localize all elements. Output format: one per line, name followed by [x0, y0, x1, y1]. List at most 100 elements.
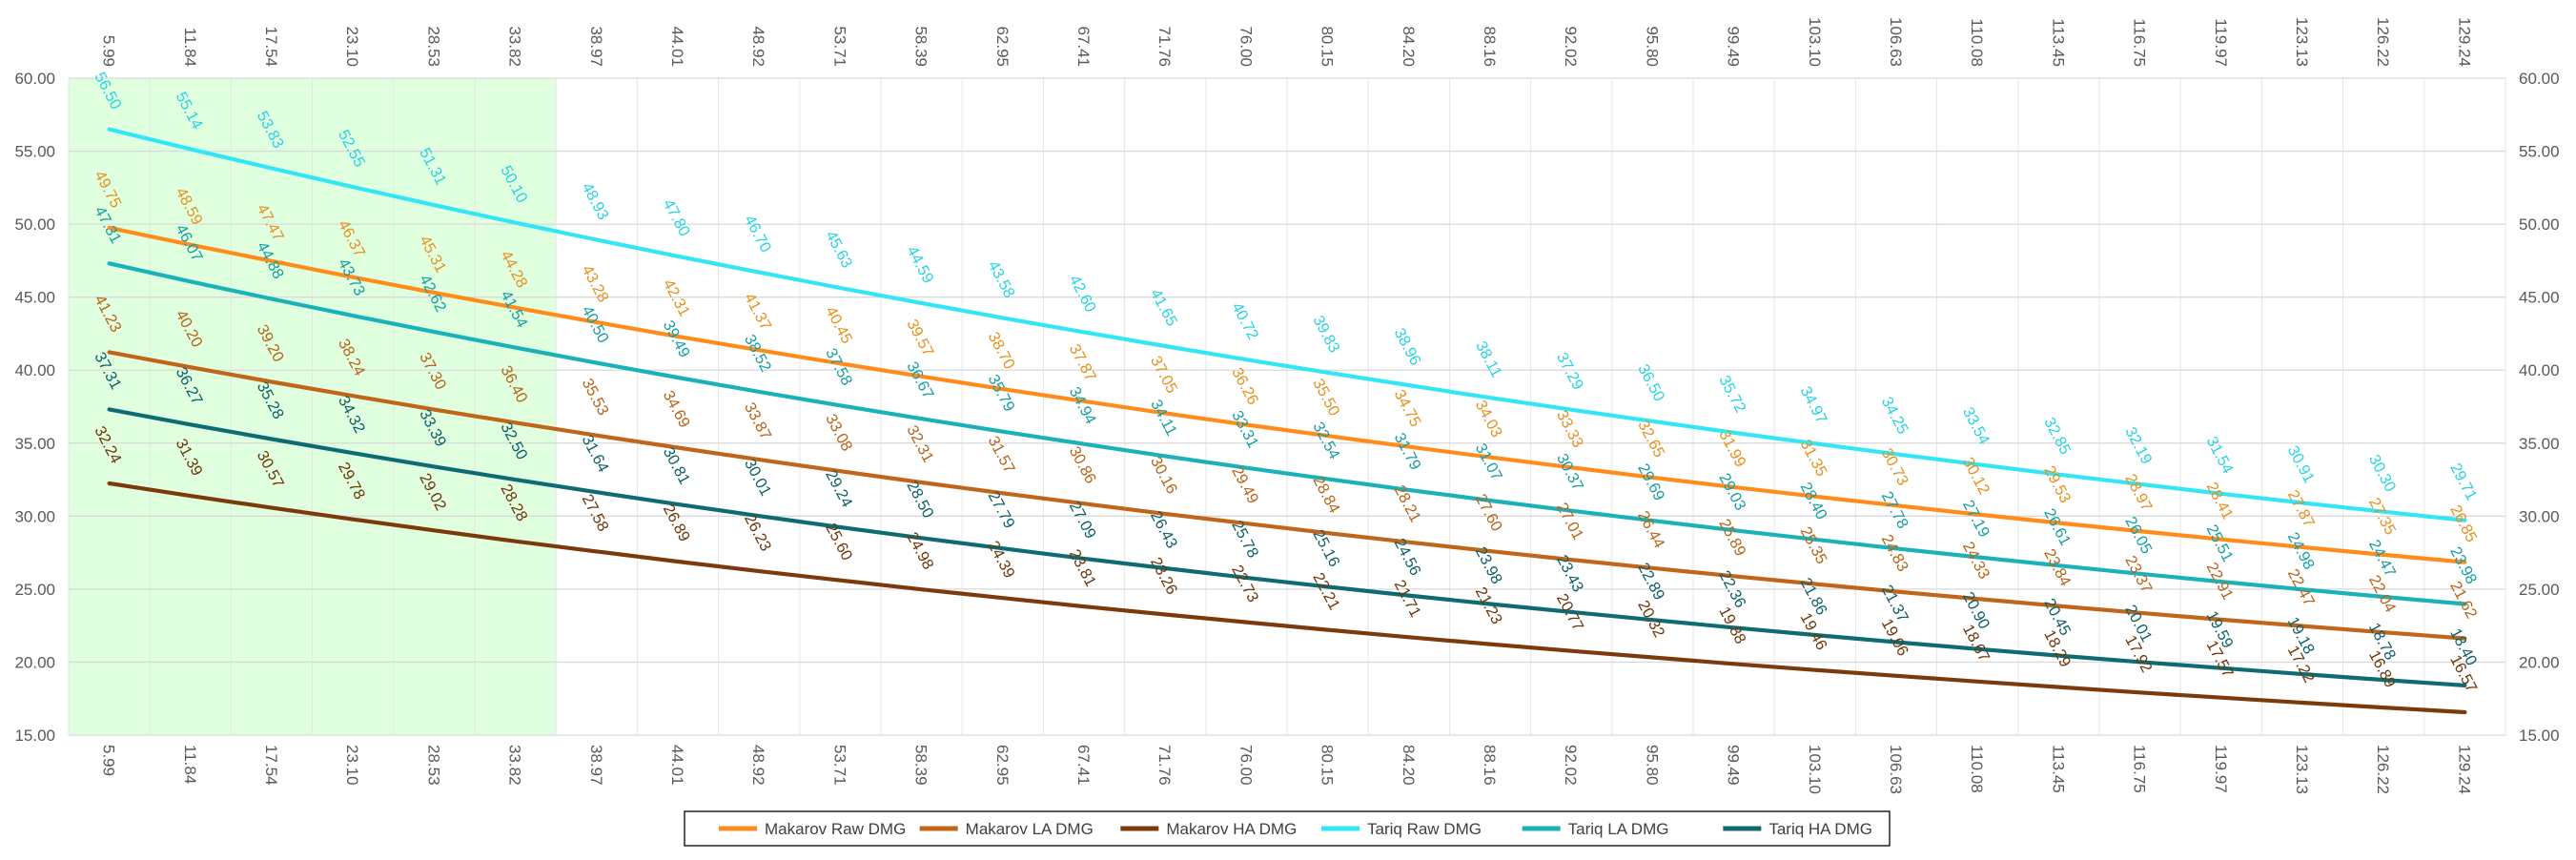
data-label: 30.12	[1959, 455, 1993, 498]
data-label: 24.98	[2284, 529, 2318, 572]
data-label: 40.72	[1228, 299, 1261, 342]
data-label: 38.96	[1391, 325, 1424, 368]
x-tick-label-bottom: 5.99	[100, 745, 118, 776]
data-label: 33.33	[1553, 408, 1586, 451]
data-label: 33.54	[1959, 404, 1993, 447]
legend-label: Tariq LA DMG	[1568, 820, 1669, 838]
data-label: 32.31	[903, 422, 936, 465]
data-label: 34.03	[1472, 398, 1505, 440]
data-label: 27.19	[1959, 498, 1993, 541]
data-label: 31.79	[1391, 430, 1424, 473]
data-label: 25.35	[1797, 524, 1830, 567]
data-label: 24.83	[1878, 532, 1912, 575]
x-tick-label-bottom: 116.75	[2131, 745, 2149, 793]
data-label: 24.98	[903, 529, 936, 572]
x-tick-label-top: 116.75	[2131, 18, 2149, 67]
data-label: 21.62	[2446, 579, 2480, 622]
y-tick-label-right: 40.00	[2519, 361, 2560, 379]
data-label: 25.89	[1715, 516, 1748, 559]
series-line	[107, 350, 2467, 641]
data-label: 33.08	[822, 411, 855, 454]
data-label: 46.70	[741, 213, 774, 256]
data-label: 24.39	[985, 538, 1018, 581]
x-tick-label-bottom: 23.10	[343, 745, 361, 786]
y-tick-label-right: 50.00	[2519, 215, 2560, 234]
data-label: 35.53	[579, 376, 612, 419]
x-tick-label-bottom: 110.08	[1968, 745, 1986, 793]
x-tick-label-top: 71.76	[1155, 26, 1174, 67]
data-label: 34.75	[1391, 387, 1424, 430]
data-label: 32.54	[1309, 420, 1342, 462]
x-tick-label-top: 126.22	[2374, 17, 2392, 67]
x-tick-label-top: 84.20	[1400, 26, 1418, 67]
data-label: 36.26	[1228, 365, 1261, 408]
x-tick-label-top: 95.80	[1643, 26, 1661, 67]
x-tick-label-bottom: 71.76	[1155, 745, 1174, 786]
x-tick-label-top: 23.10	[343, 26, 361, 67]
y-tick-label-right: 45.00	[2519, 289, 2560, 307]
data-label: 41.65	[1147, 286, 1180, 329]
series-lines	[107, 127, 2467, 715]
data-label: 26.05	[2121, 514, 2155, 557]
y-tick-label-left: 35.00	[14, 435, 55, 453]
data-label: 36.67	[903, 358, 936, 401]
data-label: 30.37	[1553, 451, 1586, 494]
data-label: 42.60	[1066, 273, 1099, 316]
x-tick-label-top: 103.10	[1806, 17, 1824, 67]
data-label: 24.33	[1959, 539, 1993, 582]
data-label: 37.05	[1147, 354, 1180, 397]
x-tick-label-bottom: 99.49	[1725, 745, 1743, 786]
y-tick-label-left: 25.00	[14, 581, 55, 599]
x-axis-top: 5.99 11.84 17.54 23.10 28.53 33.82 38.97 44.01 4…	[100, 17, 2474, 67]
data-label: 32.19	[2121, 424, 2155, 467]
x-tick-label-top: 110.08	[1968, 18, 1986, 67]
x-tick-label-top: 44.01	[668, 26, 686, 67]
y-tick-label-left: 50.00	[14, 215, 55, 234]
x-tick-label-bottom: 95.80	[1643, 745, 1661, 786]
data-label: 31.07	[1472, 440, 1505, 483]
data-label: 34.69	[660, 388, 693, 431]
data-label: 37.87	[1066, 341, 1099, 384]
x-tick-label-top: 62.95	[993, 26, 1012, 67]
data-label: 45.63	[822, 228, 855, 271]
data-label: 32.85	[2040, 415, 2074, 458]
x-tick-label-top: 33.82	[506, 26, 524, 67]
data-label: 30.16	[1147, 454, 1180, 497]
y-tick-label-left: 55.00	[14, 143, 55, 161]
data-label: 34.11	[1147, 397, 1180, 439]
x-tick-label-bottom: 80.15	[1319, 745, 1337, 786]
data-label: 22.21	[1309, 570, 1342, 613]
data-label: 23.26	[1147, 555, 1180, 598]
x-tick-label-bottom: 48.92	[749, 745, 767, 786]
x-tick-label-top: 119.97	[2212, 18, 2230, 67]
legend-label: Tariq Raw DMG	[1367, 820, 1482, 838]
vertical-gridlines	[68, 78, 2506, 735]
x-tick-label-top: 106.63	[1887, 17, 1905, 67]
data-label: 26.85	[2446, 502, 2480, 545]
y-tick-label-right: 35.00	[2519, 435, 2560, 453]
x-tick-label-bottom: 62.95	[993, 745, 1012, 786]
data-label: 27.58	[579, 492, 612, 535]
x-tick-label-bottom: 38.97	[587, 745, 605, 786]
x-tick-label-top: 11.84	[181, 28, 199, 67]
data-label: 26.44	[1634, 508, 1667, 551]
legend: Makarov Raw DMG Makarov LA DMG Makarov HA …	[684, 810, 1891, 847]
x-tick-label-top: 5.99	[100, 35, 118, 67]
data-label: 19.06	[1878, 616, 1912, 659]
x-tick-label-bottom: 103.10	[1806, 745, 1824, 794]
data-label: 39.83	[1309, 313, 1342, 356]
data-label: 20.90	[1959, 589, 1993, 632]
x-tick-label-bottom: 76.00	[1237, 745, 1255, 786]
data-label: 24.47	[2365, 537, 2399, 580]
y-tick-label-right: 60.00	[2519, 70, 2560, 88]
data-label: 28.21	[1391, 482, 1424, 525]
data-label: 40.45	[822, 304, 855, 347]
data-label: 27.60	[1472, 491, 1505, 534]
data-label: 47.80	[660, 196, 693, 239]
data-label: 21.71	[1391, 577, 1424, 620]
y-tick-label-right: 30.00	[2519, 507, 2560, 525]
data-label: 42.31	[660, 276, 693, 319]
data-label: 38.11	[1472, 338, 1505, 380]
data-label: 22.89	[1634, 560, 1667, 603]
